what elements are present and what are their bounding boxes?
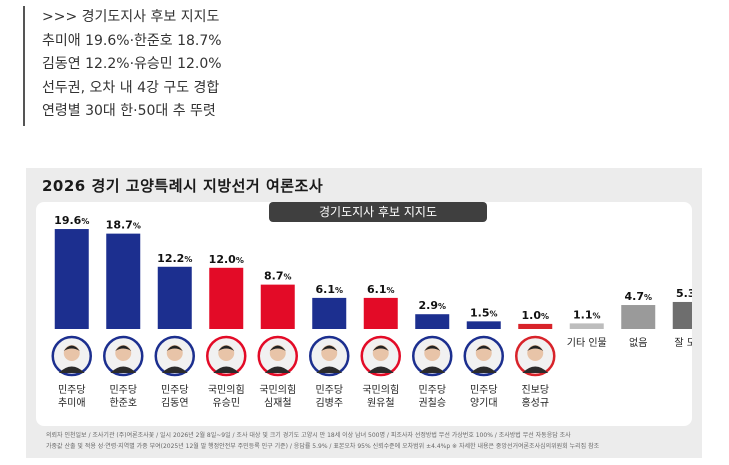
value-label: 19.6% — [54, 214, 89, 227]
bar-권칠승 — [415, 314, 450, 329]
candidate-name: 한준호 — [109, 397, 137, 409]
avatar-hair-icon — [424, 345, 441, 351]
bar-한준호 — [106, 233, 141, 329]
avatar-body-icon — [213, 366, 240, 373]
summary-line: 추미애 19.6%·한준호 18.7% — [42, 32, 222, 49]
avatar-body-icon — [264, 366, 291, 373]
footnote-method: 의뢰자 인천일보 / 조사기관 (주)여론조사꽃 / 일시 2026년 2월 8… — [46, 432, 571, 439]
avatar-hair-icon — [321, 345, 338, 351]
party-label: 민주당 — [161, 384, 189, 396]
category-label: 없음 — [629, 336, 647, 349]
candidate-name: 김병주 — [315, 397, 343, 409]
bar-유승민 — [209, 267, 244, 329]
avatar-hair-icon — [527, 345, 544, 351]
avatar-hair-icon — [218, 345, 235, 351]
value-label: 12.2% — [157, 252, 192, 265]
value-label: 18.7% — [106, 219, 141, 232]
value-label: 1.1% — [573, 308, 601, 321]
bar-양기대 — [466, 321, 501, 329]
avatar-body-icon — [110, 366, 137, 373]
avatar-body-icon — [161, 366, 188, 373]
candidate-name: 심재철 — [264, 397, 292, 409]
chart-subtitle: 경기도지사 후보 지지도 — [269, 202, 487, 222]
summary-line: 선두권, 오차 내 4강 구도 경합 — [42, 79, 220, 96]
footnote-weight: 가중값 산출 및 적용 성·연령·지역별 가중 부여(2025년 12월 말 행… — [46, 443, 600, 450]
value-label: 6.1% — [315, 283, 343, 296]
candidate-name: 양기대 — [470, 397, 498, 409]
bar-홍성규 — [518, 323, 553, 329]
summary-line: 연령별 30대 한·50대 추 뚜렷 — [42, 103, 216, 119]
value-label: 2.9% — [418, 299, 446, 312]
party-label: 진보당 — [521, 384, 549, 396]
candidate-name: 권칠승 — [418, 397, 446, 409]
bar-원유철 — [363, 297, 398, 329]
bar-없음 — [621, 305, 656, 329]
value-label: 5.3% — [676, 287, 692, 300]
bar-김동연 — [157, 266, 192, 329]
candidate-name: 유승민 — [212, 397, 240, 409]
candidate-name: 김동연 — [161, 397, 189, 409]
avatar-body-icon — [470, 366, 497, 373]
summary-box: >>> 경기도지사 후보 지지도 추미애 19.6%·한준호 18.7% 김동연… — [23, 6, 423, 126]
bar-김병주 — [312, 297, 347, 329]
party-label: 민주당 — [109, 384, 137, 396]
avatar-body-icon — [419, 366, 446, 373]
category-label: 잘 모름 — [674, 337, 692, 349]
avatar-body-icon — [522, 366, 549, 373]
candidate-name: 홍성규 — [521, 396, 549, 409]
party-label: 민주당 — [470, 384, 498, 396]
avatar-body-icon — [316, 366, 343, 373]
bar-chart: 19.6%민주당추미애18.7%민주당한준호12.2%민주당김동연12.0%국민… — [51, 214, 692, 409]
candidate-name: 추미애 — [58, 397, 86, 409]
value-label: 6.1% — [367, 283, 395, 296]
chart-panel: 경기도지사 후보 지지도 19.6% 민주당 추미애 18.7% 민주당 한준호 12.2%… — [36, 202, 692, 426]
candidate-name: 원유철 — [367, 397, 395, 409]
value-label: 1.0% — [521, 309, 549, 322]
avatar-hair-icon — [115, 345, 132, 351]
bar-잘 모름 — [672, 301, 692, 329]
category-label: 기타 인물 — [567, 337, 607, 349]
party-label: 민주당 — [418, 384, 446, 396]
value-label: 1.5% — [470, 306, 498, 319]
avatar-body-icon — [58, 366, 85, 373]
avatar-body-icon — [367, 366, 394, 373]
summary-line: >>> 경기도지사 후보 지지도 — [42, 9, 220, 25]
bar-기타 인물 — [569, 323, 604, 329]
bar-추미애 — [54, 229, 89, 329]
card-title: 2026 경기 고양특례시 지방선거 여론조사 — [42, 177, 324, 195]
party-label: 민주당 — [58, 384, 86, 396]
avatar-hair-icon — [372, 345, 389, 351]
avatar-hair-icon — [63, 345, 80, 351]
party-label: 국민의힘 — [259, 384, 296, 396]
party-label: 민주당 — [315, 384, 343, 396]
value-label: 4.7% — [624, 290, 652, 303]
bar-심재철 — [260, 284, 295, 329]
avatar-hair-icon — [475, 345, 492, 351]
value-label: 12.0% — [209, 253, 244, 266]
avatar-hair-icon — [269, 345, 286, 351]
avatar-hair-icon — [166, 345, 183, 351]
poll-card: 2026 경기 고양특례시 지방선거 여론조사 경기도지사 후보 지지도 19.… — [26, 168, 702, 458]
value-label: 8.7% — [264, 270, 292, 283]
party-label: 국민의힘 — [362, 384, 399, 396]
summary-line: 김동연 12.2%·유승민 12.0% — [42, 56, 222, 72]
party-label: 국민의힘 — [208, 384, 245, 396]
